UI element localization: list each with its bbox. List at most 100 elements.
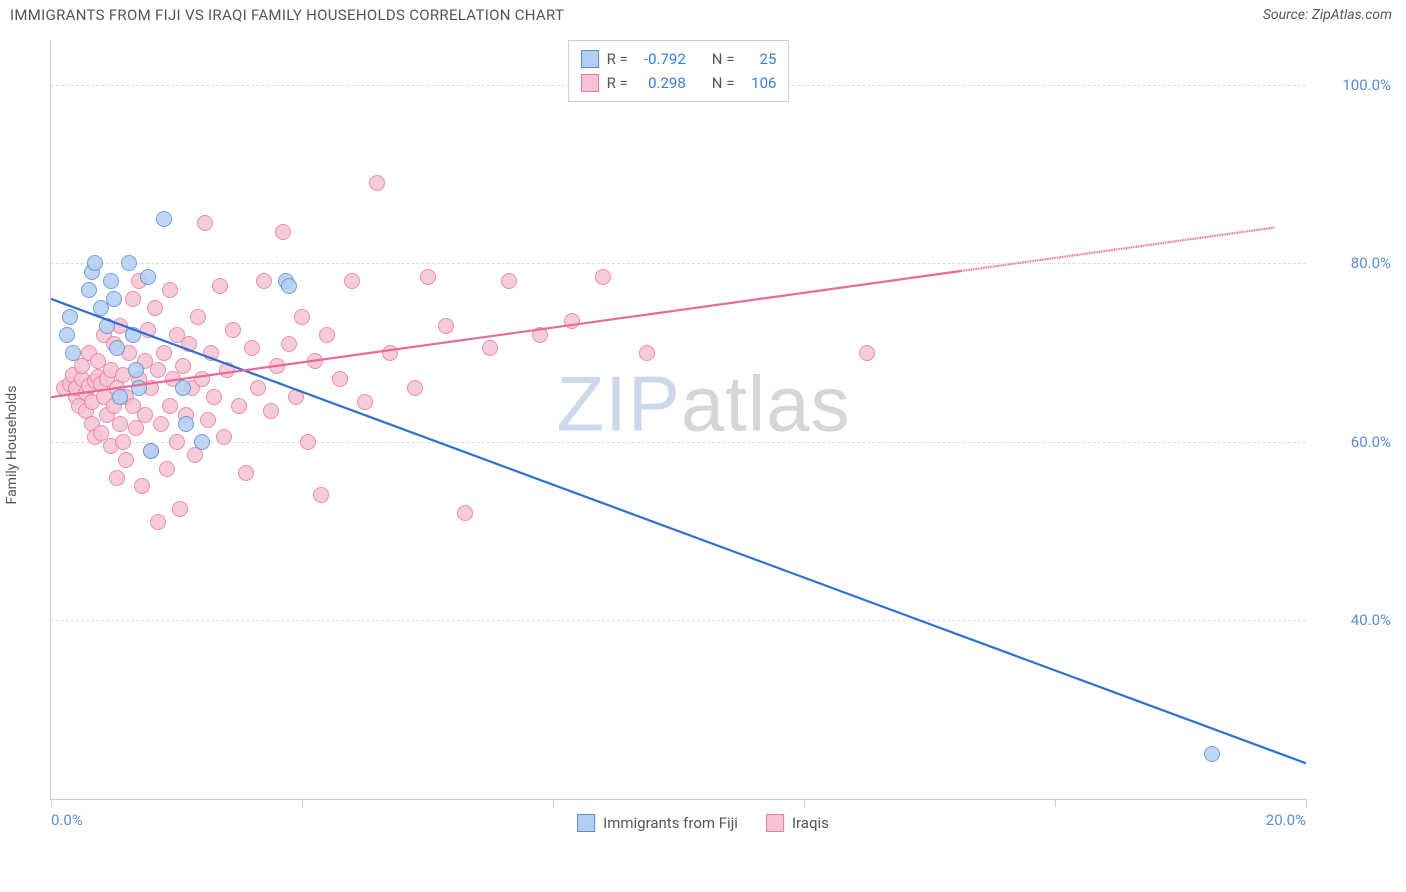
data-point	[244, 340, 260, 356]
data-point	[134, 478, 150, 494]
data-point	[143, 443, 159, 459]
data-point	[128, 362, 144, 378]
data-point	[172, 501, 188, 517]
y-tick-label: 40.0%	[1316, 611, 1391, 629]
data-point	[156, 345, 172, 361]
y-axis-label: Family Households	[4, 386, 20, 505]
data-point	[256, 273, 272, 289]
data-point	[137, 407, 153, 423]
data-point	[344, 273, 360, 289]
data-point	[639, 345, 655, 361]
data-point	[250, 380, 266, 396]
data-point	[140, 322, 156, 338]
data-point	[128, 420, 144, 436]
legend-series: Immigrants from Fiji Iraqis	[577, 814, 829, 832]
data-point	[159, 461, 175, 477]
legend-swatch	[577, 814, 595, 832]
legend-label: Immigrants from Fiji	[603, 814, 738, 832]
data-point	[156, 211, 172, 227]
gridline	[51, 442, 1306, 443]
stat-r-value: 0.298	[636, 71, 686, 95]
stat-n-label: N =	[712, 47, 735, 71]
data-point	[175, 358, 191, 374]
data-point	[112, 389, 128, 405]
data-point	[216, 429, 232, 445]
data-point	[300, 434, 316, 450]
data-point	[313, 487, 329, 503]
data-point	[307, 353, 323, 369]
data-point	[231, 398, 247, 414]
data-point	[181, 336, 197, 352]
watermark: ZIPatlas	[557, 359, 851, 450]
data-point	[859, 345, 875, 361]
stat-r-label: R =	[607, 71, 628, 95]
data-point	[175, 380, 191, 396]
data-point	[438, 318, 454, 334]
x-tick	[1306, 799, 1307, 807]
legend-swatch	[581, 50, 599, 68]
stat-n-value: 106	[742, 71, 776, 95]
x-tick-label: 0.0%	[51, 811, 83, 829]
data-point	[87, 255, 103, 271]
legend-stat-row: R =-0.792N =25	[581, 47, 777, 71]
data-point	[112, 416, 128, 432]
data-point	[263, 403, 279, 419]
stat-r-value: -0.792	[636, 47, 686, 71]
data-point	[106, 291, 122, 307]
legend-label: Iraqis	[792, 814, 829, 832]
data-point	[319, 327, 335, 343]
source-link[interactable]: ZipAtlas.com	[1312, 7, 1392, 23]
data-point	[62, 309, 78, 325]
data-point	[203, 345, 219, 361]
x-tick	[553, 799, 554, 807]
data-point	[125, 291, 141, 307]
trend-lines	[51, 40, 1306, 799]
data-point	[407, 380, 423, 396]
data-point	[219, 362, 235, 378]
data-point	[194, 371, 210, 387]
data-point	[501, 273, 517, 289]
x-tick	[1055, 799, 1056, 807]
data-point	[153, 416, 169, 432]
gridline	[51, 620, 1306, 621]
data-point	[532, 327, 548, 343]
plot-area: ZIPatlas R =-0.792N =25R =0.298N =106 40…	[50, 40, 1306, 800]
data-point	[281, 336, 297, 352]
data-point	[59, 327, 75, 343]
data-point	[162, 282, 178, 298]
data-point	[332, 371, 348, 387]
data-point	[369, 175, 385, 191]
source-prefix: Source:	[1263, 7, 1312, 23]
data-point	[162, 398, 178, 414]
data-point	[294, 309, 310, 325]
data-point	[190, 309, 206, 325]
source-attribution: Source: ZipAtlas.com	[1263, 7, 1392, 23]
data-point	[169, 434, 185, 450]
chart-title: IMMIGRANTS FROM FIJI VS IRAQI FAMILY HOU…	[10, 6, 564, 24]
gridline	[51, 263, 1306, 264]
data-point	[482, 340, 498, 356]
data-point	[178, 416, 194, 432]
data-point	[109, 340, 125, 356]
data-point	[99, 318, 115, 334]
x-tick	[804, 799, 805, 807]
legend-stats: R =-0.792N =25R =0.298N =106	[568, 40, 790, 102]
x-tick	[302, 799, 303, 807]
data-point	[595, 269, 611, 285]
y-tick-label: 60.0%	[1316, 433, 1391, 451]
data-point	[125, 327, 141, 343]
data-point	[564, 313, 580, 329]
stat-n-label: N =	[712, 71, 735, 95]
data-point	[115, 434, 131, 450]
legend-item: Immigrants from Fiji	[577, 814, 738, 832]
data-point	[103, 273, 119, 289]
data-point	[109, 470, 125, 486]
y-tick-label: 80.0%	[1316, 254, 1391, 272]
data-point	[131, 380, 147, 396]
data-point	[65, 345, 81, 361]
stat-n-value: 25	[742, 47, 776, 71]
data-point	[140, 269, 156, 285]
legend-item: Iraqis	[766, 814, 829, 832]
data-point	[147, 300, 163, 316]
data-point	[200, 412, 216, 428]
